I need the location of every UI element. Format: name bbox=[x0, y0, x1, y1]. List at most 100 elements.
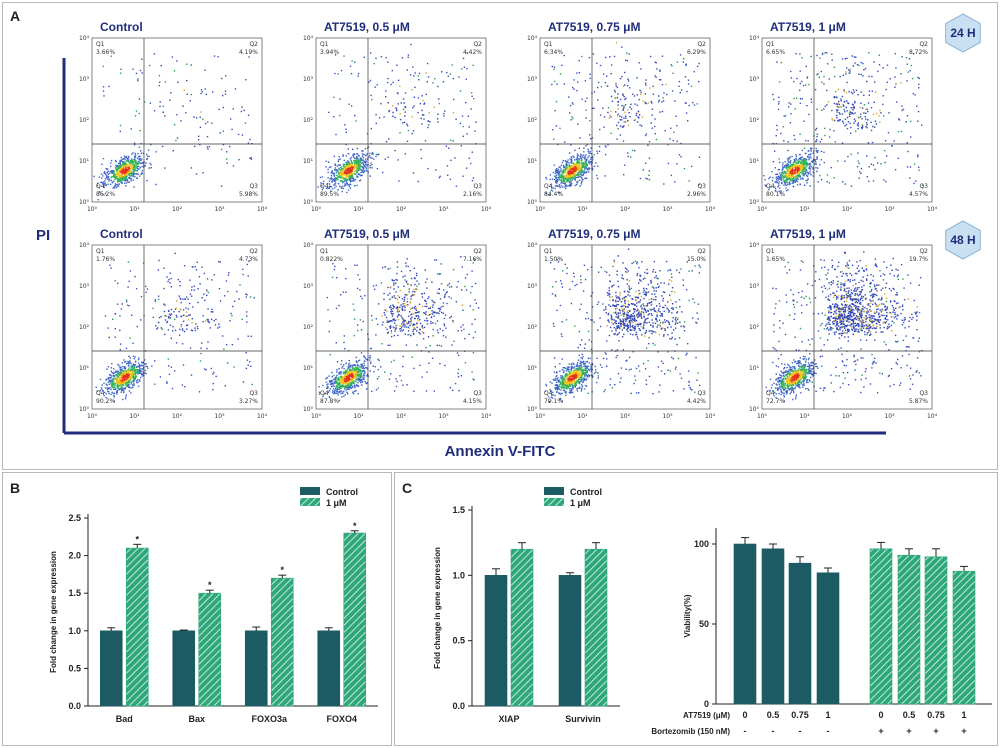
q2-value: 6.29% bbox=[687, 49, 706, 56]
x-tick-label: 10¹ bbox=[577, 413, 588, 420]
x-tick-label: 10² bbox=[620, 413, 631, 420]
q2-value: 15.0% bbox=[687, 256, 706, 263]
at7519-dose: 0.5 bbox=[903, 710, 916, 720]
plot-frame bbox=[539, 244, 711, 410]
q4-value: 79.1% bbox=[544, 398, 563, 405]
q4-value: 80.1% bbox=[766, 191, 785, 198]
y-tick-label: 10³ bbox=[303, 76, 314, 83]
x-tick-label: 10⁴ bbox=[705, 206, 716, 213]
bortezomib-flag: + bbox=[961, 726, 966, 736]
q1-value: 1.65% bbox=[766, 256, 785, 263]
q3-value: 4.57% bbox=[909, 191, 928, 198]
q2-value: 8.72% bbox=[909, 49, 928, 56]
panel-a bbox=[2, 2, 998, 470]
x-tick-label: 10² bbox=[396, 413, 407, 420]
y-tick-label: 10² bbox=[79, 117, 90, 124]
x-tick-label: 10² bbox=[172, 413, 183, 420]
viability-chart: 0 50 100 Viability(%) 0 - 0.5 - 0.75 - 1 - 0 +0.5 +0.7… bbox=[651, 528, 992, 736]
plot-title: Control bbox=[100, 227, 143, 241]
q1-label: Q1 bbox=[96, 41, 105, 48]
q1-label: Q1 bbox=[766, 41, 775, 48]
hexagon-shape bbox=[945, 13, 981, 53]
y-tick-label: 0.0 bbox=[68, 701, 81, 711]
y-tick-label: 1.0 bbox=[452, 570, 465, 580]
y-tick-label: 10¹ bbox=[79, 158, 90, 165]
y-tick-label: 10⁰ bbox=[527, 199, 538, 206]
x-tick-label: 10³ bbox=[214, 206, 225, 213]
plot-frame bbox=[91, 37, 263, 203]
y-tick-label: 2.0 bbox=[68, 551, 81, 561]
x-tick-label: 10³ bbox=[662, 413, 673, 420]
x-tick-label: 10² bbox=[842, 413, 853, 420]
scatter-points bbox=[544, 248, 701, 403]
plot-frame bbox=[761, 37, 933, 203]
hexagon-shape bbox=[945, 220, 981, 260]
y-tick-label: 10² bbox=[79, 324, 90, 331]
x-tick-label: 10³ bbox=[438, 413, 449, 420]
legend-label-control: Control bbox=[326, 487, 358, 497]
at7519-dose: 1 bbox=[825, 710, 830, 720]
x-tick-label: 10² bbox=[620, 206, 631, 213]
y-tick-label: 50 bbox=[699, 619, 709, 629]
y-tick-label: 10⁴ bbox=[303, 242, 314, 249]
q2-value: 7.16% bbox=[463, 256, 482, 263]
x-tick-label: 10⁴ bbox=[257, 413, 268, 420]
significance-mark: * bbox=[280, 565, 284, 575]
y-tick-label: 10² bbox=[303, 324, 314, 331]
q1-value: 6.65% bbox=[766, 49, 785, 56]
q4-value: 90.2% bbox=[96, 398, 115, 405]
y-tick-label: 2.5 bbox=[68, 513, 81, 523]
x-tick-label: 10⁴ bbox=[927, 206, 938, 213]
x-tick-label: 10¹ bbox=[353, 413, 364, 420]
q3-value: 4.42% bbox=[687, 398, 706, 405]
x-tick-label: 10¹ bbox=[799, 413, 810, 420]
x-tick-label: 10¹ bbox=[577, 206, 588, 213]
y-tick-label: 10⁴ bbox=[527, 242, 538, 249]
q4-label: Q4 bbox=[544, 183, 553, 190]
y-tick-label: 10⁰ bbox=[749, 199, 760, 206]
x-tick-label: 10⁴ bbox=[481, 413, 492, 420]
bortezomib-flag: + bbox=[878, 726, 883, 736]
dot-plot-1-2: AT7519, 0.5 μM Q13.94% Q24.42% Q32.16% Q489.… bbox=[303, 20, 492, 213]
q1-label: Q1 bbox=[544, 248, 553, 255]
panel-label-b: B bbox=[10, 480, 21, 496]
bar-control bbox=[484, 575, 508, 707]
q4-value: 87.8% bbox=[320, 398, 339, 405]
q1-label: Q1 bbox=[320, 248, 329, 255]
pi-axis-label: PI bbox=[36, 227, 50, 244]
q2-label: Q2 bbox=[473, 41, 482, 48]
legend-label-treated: 1 μM bbox=[570, 498, 591, 508]
q4-label: Q4 bbox=[96, 390, 105, 397]
y-tick-label: 10² bbox=[527, 324, 538, 331]
at7519-dose: 0 bbox=[878, 710, 883, 720]
y-tick-label: 10³ bbox=[749, 283, 760, 290]
plot-frame bbox=[761, 244, 933, 410]
y-tick-label: 10⁰ bbox=[303, 199, 314, 206]
q2-label: Q2 bbox=[697, 248, 706, 255]
y-tick-label: 10¹ bbox=[303, 158, 314, 165]
x-tick-label: XIAP bbox=[498, 714, 519, 724]
legend-swatch-treated bbox=[544, 498, 564, 506]
significance-mark: * bbox=[208, 580, 212, 590]
x-tick-label: 10⁰ bbox=[87, 206, 98, 213]
panel-label-a: A bbox=[10, 8, 21, 24]
q3-value: 4.15% bbox=[463, 398, 482, 405]
bortezomib-flag: - bbox=[744, 726, 747, 736]
x-tick-label: 10³ bbox=[438, 206, 449, 213]
dot-plot-1-1: ControlQ13.66%Q24.19%Q35.98%Q486.2%10⁰10… bbox=[79, 20, 268, 213]
q1-value: 0.822% bbox=[320, 256, 343, 263]
scatter-points bbox=[545, 42, 701, 196]
y-tick-label: 10⁰ bbox=[79, 199, 90, 206]
x-tick-label: 10⁰ bbox=[311, 206, 322, 213]
y-tick-label: 10¹ bbox=[527, 365, 538, 372]
y-tick-label: 10² bbox=[749, 117, 760, 124]
significance-mark: * bbox=[135, 534, 139, 544]
y-tick-label: 10⁴ bbox=[749, 35, 760, 42]
y-tick-label: 10¹ bbox=[303, 365, 314, 372]
y-tick-label: 10³ bbox=[79, 283, 90, 290]
scatter-points bbox=[317, 43, 477, 194]
legend-swatch-control bbox=[544, 487, 564, 495]
